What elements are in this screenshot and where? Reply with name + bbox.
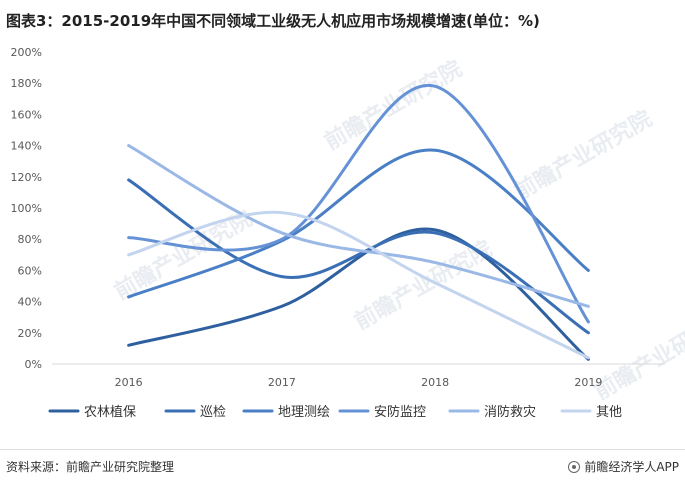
y-axis: 0% 20% 40% 60% 80% 100% 120% 140% 160% 180% 200% (11, 46, 42, 371)
legend: 农林植保 巡检 地理测绘 安防监控 消防救灾 其他 (48, 404, 622, 420)
qianzhan-logo-icon (568, 460, 581, 473)
legend-label: 其他 (596, 405, 622, 420)
y-tick-label: 160% (11, 108, 42, 121)
brand-label: 前瞻经济学人APP (584, 460, 679, 474)
series-line (127, 148, 590, 299)
footer: 资料来源：前瞻产业研究院整理 前瞻经济学人APP (0, 449, 685, 482)
legend-label: 消防救灾 (484, 404, 536, 420)
source-note: 资料来源：前瞻产业研究院整理 (6, 460, 175, 474)
y-tick-label: 140% (11, 140, 42, 153)
legend-label: 安防监控 (374, 404, 426, 420)
x-axis: 2016 2017 2018 2019 (115, 376, 603, 389)
series-line (127, 83, 590, 324)
x-tick-label: 2018 (421, 376, 449, 389)
y-tick-label: 60% (18, 264, 42, 277)
watermark-text: 前瞻产业研究院 (590, 306, 685, 406)
series-layer (127, 83, 590, 361)
x-tick-label: 2016 (115, 376, 143, 389)
brand-credit: 前瞻经济学人APP (568, 458, 679, 475)
legend-label: 巡检 (200, 405, 226, 420)
y-tick-label: 200% (11, 46, 42, 59)
y-tick-label: 100% (11, 202, 42, 215)
chart-title: 图表3：2015-2019年中国不同领域工业级无人机应用市场规模增速(单位：%) (6, 12, 540, 30)
series-line (127, 210, 590, 360)
legend-label: 地理测绘 (278, 405, 330, 420)
y-tick-label: 40% (18, 296, 42, 309)
x-tick-label: 2017 (268, 376, 296, 389)
y-tick-label: 0% (25, 358, 42, 371)
legend-label: 农林植保 (84, 405, 136, 420)
y-tick-label: 20% (18, 327, 42, 340)
x-tick-label: 2019 (574, 376, 602, 389)
y-tick-label: 120% (11, 171, 42, 184)
watermark-text: 前瞻产业研究院 (510, 106, 656, 206)
y-tick-label: 180% (11, 77, 42, 90)
series-line (127, 144, 590, 308)
y-tick-label: 80% (18, 233, 42, 246)
